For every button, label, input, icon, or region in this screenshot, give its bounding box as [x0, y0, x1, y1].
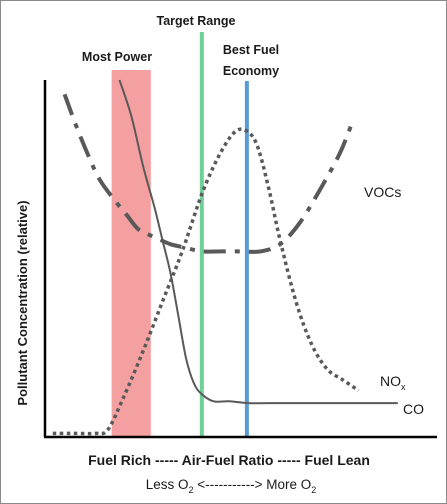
series-label-vocs: VOCs [364, 184, 401, 200]
vline-label-best-fuel: Best Fuel [223, 43, 279, 57]
series-label-nox-main: NO [380, 373, 401, 389]
region-label-most-power: Most Power [82, 50, 152, 64]
vline-label-economy: Economy [223, 64, 279, 78]
arrow-text: <-----------> More O [194, 477, 312, 492]
x-axis-label: Fuel Rich ----- Air-Fuel Ratio ----- Fue… [88, 452, 370, 468]
series-layer [52, 79, 398, 436]
vertical-lines-layer [199, 32, 249, 437]
series-label-nox: NOx [380, 373, 406, 392]
series-line-vocs [62, 93, 353, 254]
less-o2-text: Less O [146, 477, 189, 492]
series-label-nox-sub: x [401, 382, 406, 392]
series-line-nox [52, 127, 360, 436]
region-band-0 [111, 70, 151, 437]
more-o2-sub: 2 [311, 485, 316, 495]
series-line-co [118, 79, 398, 405]
series-label-co: CO [403, 401, 424, 417]
x-axis-secondary-label: Less O2 <-----------> More O2 [146, 477, 317, 495]
vline-label-target-range: Target Range [157, 14, 236, 28]
less-o2-sub: 2 [189, 485, 194, 495]
y-axis-label: Pollutant Concentration (relative) [15, 200, 30, 405]
regions-layer [111, 70, 151, 437]
